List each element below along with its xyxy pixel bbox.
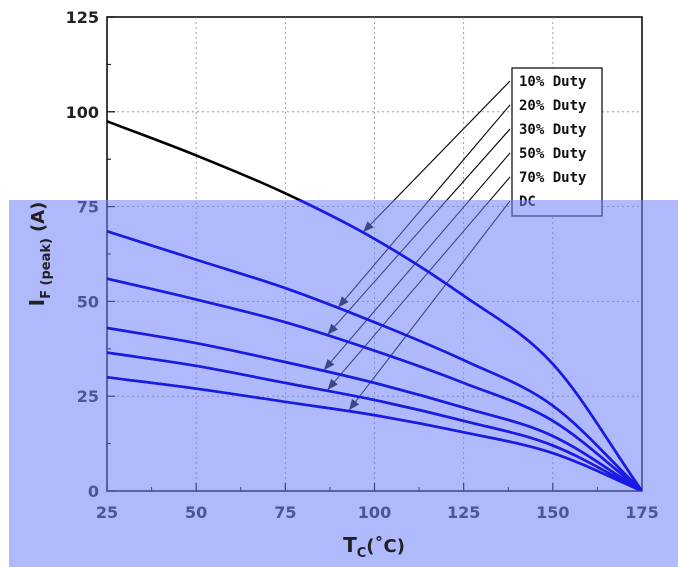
y-axis-label-main: I: [25, 299, 49, 306]
y-axis-label-sub: F (peak): [39, 238, 54, 299]
series-line-highlighted: [107, 277, 642, 491]
series-line-highlighted: [107, 375, 642, 491]
y-axis-label: IF (peak) (A): [25, 202, 54, 307]
x-axis-label-unit: (˚C): [366, 535, 405, 557]
selection-overlay: [9, 200, 678, 567]
series-line-highlighted: [107, 351, 642, 491]
y-axis-label-unit: (A): [28, 202, 49, 232]
legend: 10% Duty 20% Duty 30% Duty 50% Duty 70% Duty…: [511, 67, 603, 217]
x-axis-label: TC(˚C): [343, 533, 405, 561]
x-axis-label-main: T: [343, 533, 357, 557]
series-line-highlighted: [107, 326, 642, 491]
legend-entry: 20% Duty: [519, 98, 587, 114]
legend-entry: 50% Duty: [519, 146, 587, 162]
series-line-highlighted: [107, 230, 642, 491]
y-tick-label: 100: [66, 103, 99, 122]
x-axis-label-sub: C: [357, 546, 367, 561]
series-lines-highlighted: [107, 200, 642, 491]
legend-box: [511, 67, 603, 217]
series-line-highlighted: [296, 200, 642, 491]
legend-entry: 10% Duty: [519, 74, 587, 90]
legend-entry: 30% Duty: [519, 122, 587, 138]
y-tick-label: 125: [66, 8, 99, 27]
legend-entry: 70% Duty: [519, 170, 587, 186]
